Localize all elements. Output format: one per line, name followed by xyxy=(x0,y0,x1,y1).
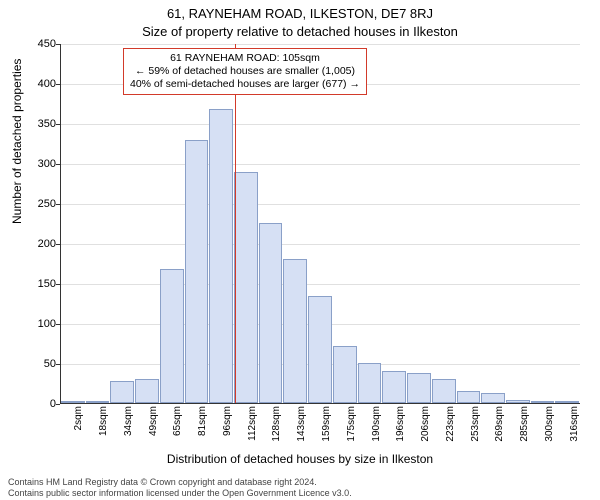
histogram-bars xyxy=(61,44,580,403)
histogram-bar xyxy=(506,400,530,403)
histogram-bar xyxy=(160,269,184,403)
x-tick-label: 175sqm xyxy=(346,406,357,450)
x-tick-label: 190sqm xyxy=(371,406,382,450)
y-tick-label: 400 xyxy=(16,78,56,90)
plot-area: 61 RAYNEHAM ROAD: 105sqm ← 59% of detach… xyxy=(60,44,580,404)
histogram-bar xyxy=(110,381,134,403)
histogram-bar xyxy=(259,223,283,403)
x-tick-label: 269sqm xyxy=(494,406,505,450)
x-tick-label: 285sqm xyxy=(519,406,530,450)
x-tick-label: 81sqm xyxy=(197,406,208,450)
histogram-bar xyxy=(135,379,159,403)
annotation-line2: ← 59% of detached houses are smaller (1,… xyxy=(130,65,360,78)
y-tick xyxy=(56,364,60,365)
x-tick-label: 112sqm xyxy=(247,406,258,450)
histogram-bar xyxy=(283,259,307,403)
x-tick-label: 316sqm xyxy=(569,406,580,450)
x-tick-label: 143sqm xyxy=(296,406,307,450)
x-tick-label: 253sqm xyxy=(470,406,481,450)
x-tick-label: 18sqm xyxy=(98,406,109,450)
x-tick-label: 65sqm xyxy=(172,406,183,450)
histogram-bar xyxy=(209,109,233,403)
histogram-bar xyxy=(61,401,85,403)
annotation-line3: 40% of semi-detached houses are larger (… xyxy=(130,78,360,91)
histogram-bar xyxy=(481,393,505,403)
histogram-bar xyxy=(358,363,382,403)
histogram-bar xyxy=(531,401,555,403)
marker-line xyxy=(235,44,236,403)
y-tick xyxy=(56,244,60,245)
histogram-bar xyxy=(86,401,110,403)
y-tick xyxy=(56,44,60,45)
x-tick-label: 96sqm xyxy=(222,406,233,450)
chart-title-line2: Size of property relative to detached ho… xyxy=(0,24,600,39)
y-tick-label: 300 xyxy=(16,158,56,170)
histogram-bar xyxy=(432,379,456,403)
x-tick-label: 196sqm xyxy=(395,406,406,450)
y-tick xyxy=(56,284,60,285)
y-tick xyxy=(56,404,60,405)
x-tick-label: 2sqm xyxy=(73,406,84,450)
chart-title-line1: 61, RAYNEHAM ROAD, ILKESTON, DE7 8RJ xyxy=(0,6,600,21)
x-tick-label: 49sqm xyxy=(148,406,159,450)
y-tick xyxy=(56,84,60,85)
annotation-line1: 61 RAYNEHAM ROAD: 105sqm xyxy=(130,52,360,65)
y-tick xyxy=(56,164,60,165)
footer-line1: Contains HM Land Registry data © Crown c… xyxy=(8,477,592,487)
histogram-bar xyxy=(555,401,579,403)
y-tick-label: 450 xyxy=(16,38,56,50)
x-tick-label: 223sqm xyxy=(445,406,456,450)
x-tick-label: 159sqm xyxy=(321,406,332,450)
y-tick xyxy=(56,124,60,125)
histogram-bar xyxy=(185,140,209,403)
x-tick-label: 300sqm xyxy=(544,406,555,450)
y-tick xyxy=(56,324,60,325)
footer-line2: Contains public sector information licen… xyxy=(8,488,592,498)
x-tick-label: 128sqm xyxy=(271,406,282,450)
histogram-bar xyxy=(407,373,431,403)
footer: Contains HM Land Registry data © Crown c… xyxy=(8,477,592,498)
y-tick-label: 200 xyxy=(16,238,56,250)
histogram-bar xyxy=(234,172,258,403)
x-tick-label: 206sqm xyxy=(420,406,431,450)
x-tick-label: 34sqm xyxy=(123,406,134,450)
histogram-bar xyxy=(457,391,481,403)
annotation-box: 61 RAYNEHAM ROAD: 105sqm ← 59% of detach… xyxy=(123,48,367,95)
y-tick-label: 50 xyxy=(16,358,56,370)
y-tick-label: 150 xyxy=(16,278,56,290)
y-tick-label: 350 xyxy=(16,118,56,130)
histogram-bar xyxy=(308,296,332,403)
histogram-bar xyxy=(382,371,406,403)
y-tick xyxy=(56,204,60,205)
y-tick-label: 0 xyxy=(16,398,56,410)
y-tick-label: 250 xyxy=(16,198,56,210)
x-axis-label: Distribution of detached houses by size … xyxy=(0,452,600,466)
y-tick-label: 100 xyxy=(16,318,56,330)
histogram-bar xyxy=(333,346,357,403)
